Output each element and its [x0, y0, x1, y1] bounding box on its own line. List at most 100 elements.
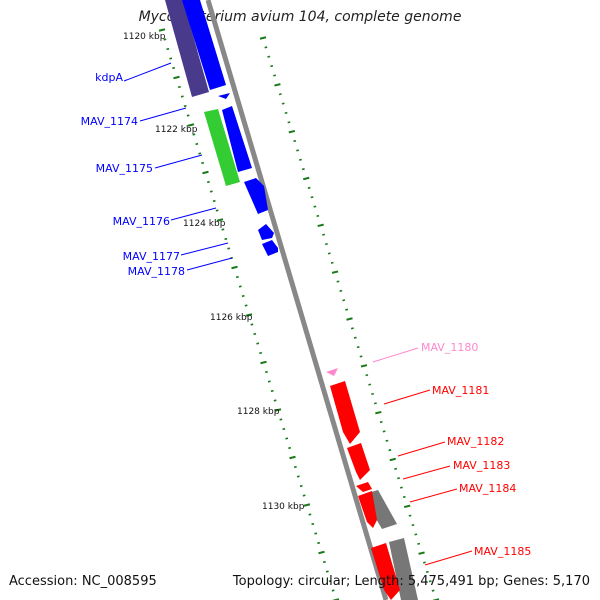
- scale-tick: [293, 139, 297, 143]
- scale-tick: [299, 158, 302, 161]
- gene-label-MAV_1184[interactable]: MAV_1184: [459, 482, 516, 495]
- gene-label-MAV_1182[interactable]: MAV_1182: [447, 435, 504, 448]
- inner-scale-ticks: [158, 28, 340, 600]
- scale-tick: [201, 161, 205, 165]
- scale-tick: [302, 494, 306, 497]
- gene-feature-MAV_1177[interactable]: [258, 224, 274, 240]
- gene-label-kdpA[interactable]: kdpA: [95, 71, 123, 84]
- leader-MAV_1185: [424, 550, 473, 566]
- scale-tick: [245, 313, 253, 317]
- genome-summary-text: Topology: circular; Length: 5,475,491 bp…: [232, 574, 590, 589]
- scale-tick: [408, 514, 412, 517]
- scale-tick: [382, 430, 386, 433]
- gene-label-MAV_1181[interactable]: MAV_1181: [432, 384, 489, 397]
- gene-label-MAV_1176[interactable]: MAV_1176: [113, 215, 170, 228]
- gene-feature-MAV_1180[interactable]: [326, 368, 338, 376]
- scale-tick: [345, 308, 349, 311]
- scale-tick: [180, 95, 184, 98]
- gene-feature-MAV_1175[interactable]: [222, 106, 252, 172]
- scale-tick: [346, 317, 353, 321]
- leader-MAV_1177: [180, 242, 229, 256]
- gene-feature-kdpA[interactable]: [182, 0, 226, 90]
- scale-tick: [423, 561, 426, 564]
- scale-tick: [318, 550, 325, 555]
- scale-tick: [215, 209, 219, 212]
- scale-tick: [288, 129, 296, 134]
- gene-labels: kdpA MAV_1174 MAV_1175 MAV_1176 MAV_1177…: [81, 71, 532, 558]
- scale-tick: [202, 170, 209, 175]
- scale-tick: [313, 205, 317, 208]
- scale-tick: [279, 418, 283, 421]
- scale-tick: [166, 47, 170, 51]
- leader-MAV_1183: [402, 465, 451, 480]
- scale-tick: [270, 389, 274, 393]
- scale-tick: [375, 410, 382, 415]
- scale-tick: [259, 36, 267, 40]
- gene-feature-MAV_1178[interactable]: [262, 240, 278, 256]
- scale-tick: [414, 533, 418, 536]
- scale-tick: [183, 104, 187, 108]
- scale-tick: [425, 570, 429, 573]
- scale-labels: 1120 kbp 1122 kbp 1124 kbp 1126 kbp 1128…: [123, 32, 305, 512]
- scale-tick: [288, 446, 292, 450]
- scale-tick: [274, 408, 282, 412]
- scale-tick: [206, 180, 210, 184]
- scale-tick: [342, 299, 346, 302]
- leader-MAV_1184: [409, 488, 458, 503]
- genome-title: Mycobacterium avium 104, complete genome: [138, 9, 462, 25]
- scale-tick: [198, 152, 202, 155]
- scale-tick: [399, 486, 403, 489]
- gene-label-MAV_1185[interactable]: MAV_1185: [474, 545, 531, 558]
- scale-tick: [325, 570, 329, 573]
- scale-tick: [212, 199, 216, 203]
- gene-label-MAV_1174[interactable]: MAV_1174: [81, 115, 138, 128]
- scale-tick: [296, 475, 300, 478]
- gene-label-MAV_1177[interactable]: MAV_1177: [123, 250, 180, 263]
- gene-feature-MAV_1181[interactable]: [330, 381, 360, 444]
- cds-feature-MAV_1185-other[interactable]: [389, 538, 418, 600]
- gene-track: [182, 0, 400, 600]
- scale-tick: [397, 477, 400, 480]
- scale-tick: [316, 214, 320, 218]
- scale-tick: [314, 532, 318, 535]
- scale-tick: [270, 65, 274, 68]
- leader-MAV_1182: [397, 441, 446, 457]
- gene-feature-MAV_1183[interactable]: [356, 482, 372, 492]
- scale-label-1130: 1130 kbp: [262, 502, 305, 512]
- scale-tick: [267, 380, 271, 383]
- gene-feature-MAV_1182[interactable]: [347, 443, 370, 480]
- scale-tick: [173, 75, 180, 80]
- label-leader-lines: [123, 62, 473, 566]
- gene-label-MAV_1175[interactable]: MAV_1175: [96, 162, 153, 175]
- scale-tick: [417, 542, 421, 545]
- gene-label-MAV_1178[interactable]: MAV_1178: [128, 265, 185, 278]
- scale-tick: [281, 102, 285, 105]
- scale-tick: [287, 121, 291, 124]
- scale-tick: [163, 38, 167, 41]
- scale-tick: [411, 523, 415, 527]
- scale-tick: [227, 247, 231, 250]
- gene-feature-MAV_1185[interactable]: [371, 543, 400, 600]
- gene-feature-MAV_1176[interactable]: [244, 178, 268, 214]
- scale-tick: [371, 392, 375, 396]
- scale-tick: [359, 355, 363, 358]
- scale-tick: [403, 504, 411, 509]
- scale-tick: [317, 223, 324, 228]
- cds-feature-MAV_1175[interactable]: [204, 109, 240, 186]
- scale-tick: [311, 522, 315, 526]
- scale-tick: [273, 399, 277, 402]
- scale-tick: [317, 541, 321, 545]
- scale-tick: [327, 252, 331, 255]
- leader-MAV_1181: [383, 389, 431, 405]
- scale-tick: [353, 336, 357, 339]
- gene-label-MAV_1180[interactable]: MAV_1180: [421, 341, 478, 354]
- cds-feature-kdpA[interactable]: [165, 0, 209, 97]
- gene-feature-MAV_1184[interactable]: [358, 491, 377, 528]
- scale-tick: [169, 57, 173, 60]
- scale-tick: [259, 351, 263, 355]
- leader-MAV_1176: [170, 207, 217, 221]
- gene-label-MAV_1183[interactable]: MAV_1183: [453, 459, 510, 472]
- gene-feature-MAV_1174[interactable]: [218, 93, 230, 99]
- scale-tick: [235, 275, 239, 279]
